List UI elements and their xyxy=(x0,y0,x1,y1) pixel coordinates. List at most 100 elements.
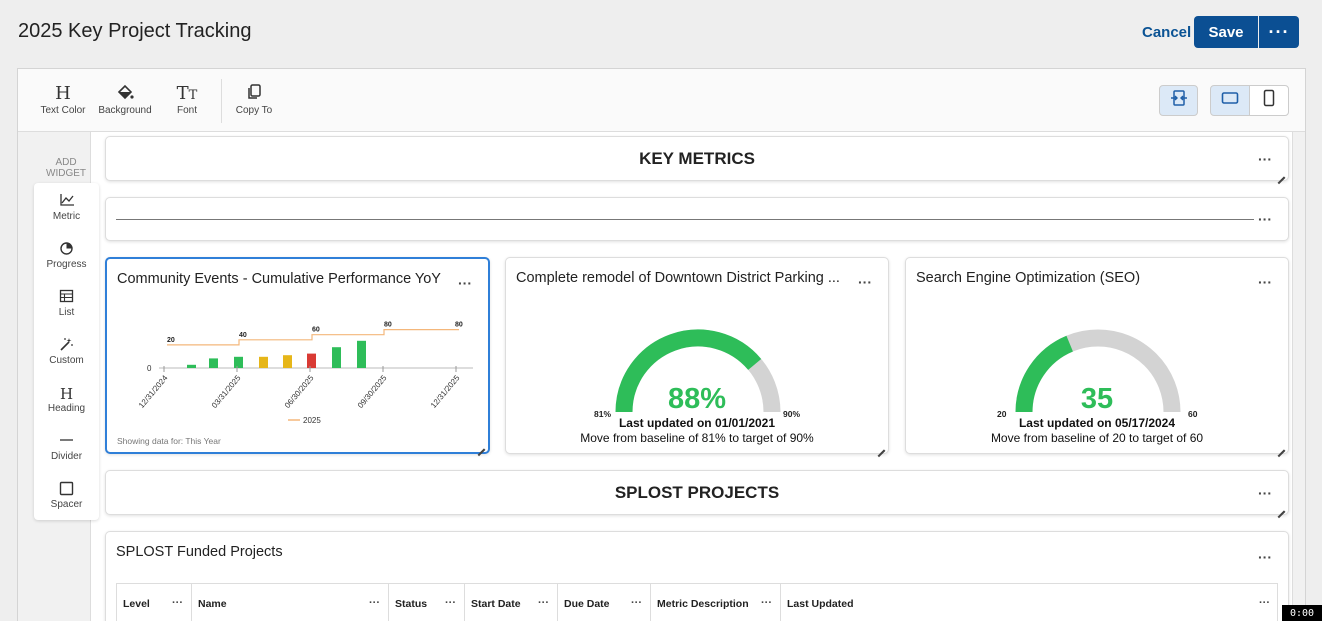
target-step-label: 80 xyxy=(455,322,463,329)
column-header-label: Start Date xyxy=(471,598,521,610)
chart-bar xyxy=(187,364,196,368)
chart-bar xyxy=(307,353,316,368)
sidebar-item-progress[interactable]: Progress xyxy=(34,241,99,270)
column-header-last-updated[interactable]: Last Updated ··· xyxy=(781,584,1278,621)
square-icon xyxy=(34,481,99,499)
resize-handle-icon[interactable] xyxy=(1276,168,1285,177)
gauge-last-updated: Last updated on 05/17/2024 xyxy=(1018,416,1176,430)
chart-bar xyxy=(332,347,341,368)
projects-table: Level ··· Name ··· Status ··· Start Date ···… xyxy=(116,583,1278,621)
table-icon xyxy=(34,289,99,307)
sidebar-item-divider[interactable]: Divider xyxy=(34,433,99,462)
column-header-status[interactable]: Status ··· xyxy=(389,584,465,621)
widget-title: Search Engine Optimization (SEO) xyxy=(916,270,1141,286)
seo-widget[interactable]: Search Engine Optimization (SEO) ··· 20 … xyxy=(905,257,1289,454)
gauge-baseline-label: 81% xyxy=(594,409,612,419)
gauge-target-label: 90% xyxy=(783,409,801,419)
sidebar-item-custom[interactable]: Custom xyxy=(34,337,99,366)
widget-menu-icon[interactable]: ··· xyxy=(858,274,872,290)
key-metrics-heading-widget[interactable]: KEY METRICS ··· xyxy=(105,136,1289,181)
column-menu-icon[interactable]: ··· xyxy=(631,597,642,609)
column-menu-icon[interactable]: ··· xyxy=(1259,597,1270,609)
auto-fit-button[interactable] xyxy=(1159,85,1198,116)
column-header-due-date[interactable]: Due Date ··· xyxy=(558,584,651,621)
text-color-icon: H xyxy=(55,83,71,104)
gauge-target-label: 60 xyxy=(1188,409,1198,419)
save-button[interactable]: Save xyxy=(1194,16,1258,48)
sidebar-item-label: Divider xyxy=(50,451,83,462)
copy-to-button[interactable]: Copy To xyxy=(232,83,276,116)
font-button[interactable]: TT Font xyxy=(170,83,204,116)
gauge-value: 35 xyxy=(1080,383,1114,415)
resize-handle-icon[interactable] xyxy=(1276,502,1285,511)
font-label: Font xyxy=(176,105,197,116)
copy-icon xyxy=(232,83,276,105)
splost-table-widget[interactable]: SPLOST Funded Projects ··· Level ··· Name… xyxy=(105,531,1289,621)
text-color-button[interactable]: H Text Color xyxy=(40,83,86,116)
background-button[interactable]: Background xyxy=(97,83,153,116)
y-tick-label: 0 xyxy=(147,364,152,373)
column-header-name[interactable]: Name ··· xyxy=(192,584,389,621)
add-widget-panel: Metric Progress List Custom H Heading xyxy=(34,183,99,520)
background-label: Background xyxy=(98,105,152,116)
column-menu-icon[interactable]: ··· xyxy=(445,597,456,609)
add-widget-heading-line1: ADD xyxy=(55,157,77,168)
divider-widget[interactable]: ··· xyxy=(105,197,1289,241)
column-menu-icon[interactable]: ··· xyxy=(761,597,772,609)
page-title: 2025 Key Project Tracking xyxy=(18,20,252,42)
widget-menu-icon[interactable]: ··· xyxy=(1258,485,1272,501)
chart-bar xyxy=(283,355,292,368)
column-header-start-date[interactable]: Start Date ··· xyxy=(465,584,558,621)
sidebar-item-label: Custom xyxy=(49,355,84,366)
cancel-button[interactable]: Cancel xyxy=(1142,24,1192,41)
more-options-button[interactable]: ··· xyxy=(1259,16,1299,48)
x-tick-label: 09/30/2025 xyxy=(356,373,389,410)
column-menu-icon[interactable]: ··· xyxy=(369,597,380,609)
widget-menu-icon[interactable]: ··· xyxy=(1258,549,1272,565)
widget-menu-icon[interactable]: ··· xyxy=(1258,274,1272,290)
target-step-line xyxy=(167,329,459,346)
cumulative-bar-chart: 0 20 40 60 80 80 12/31/2024 03/31/2025 06/30/202… xyxy=(137,322,473,425)
sidebar-item-list[interactable]: List xyxy=(34,289,99,318)
x-tick-label: 12/31/2025 xyxy=(429,373,462,410)
widget-menu-icon[interactable]: ··· xyxy=(1258,151,1272,167)
add-widget-heading: ADD WIDGET xyxy=(46,157,86,179)
resize-handle-icon[interactable] xyxy=(876,441,885,450)
resize-handle-icon[interactable] xyxy=(1276,441,1285,450)
column-header-metric-description[interactable]: Metric Description ··· xyxy=(651,584,781,621)
heading-icon: H xyxy=(59,385,74,403)
divider-line xyxy=(116,219,1254,220)
progress-gauge xyxy=(1015,329,1181,413)
auto-fit-icon xyxy=(1169,89,1189,112)
column-header-level[interactable]: Level ··· xyxy=(117,584,192,621)
font-icon: TT xyxy=(176,83,198,104)
magic-wand-icon xyxy=(34,337,99,355)
column-menu-icon[interactable]: ··· xyxy=(172,597,183,609)
sidebar-item-heading[interactable]: H Heading xyxy=(34,385,99,414)
widget-title: Community Events - Cumulative Performanc… xyxy=(117,271,441,287)
paint-bucket-icon xyxy=(97,83,153,105)
sidebar-item-metric[interactable]: Metric xyxy=(34,193,99,222)
x-tick-label: 03/31/2025 xyxy=(210,373,243,410)
mobile-view-button[interactable] xyxy=(1249,85,1289,116)
parking-remodel-widget[interactable]: Complete remodel of Downtown District Pa… xyxy=(505,257,889,454)
target-step-label: 40 xyxy=(239,332,247,339)
target-step-label: 20 xyxy=(167,337,175,344)
gauge-fill xyxy=(615,329,762,413)
widget-menu-icon[interactable]: ··· xyxy=(1258,211,1272,227)
splost-heading-widget[interactable]: SPLOST PROJECTS ··· xyxy=(105,470,1289,515)
sidebar-item-label: Progress xyxy=(46,259,87,270)
column-menu-icon[interactable]: ··· xyxy=(538,597,549,609)
copy-to-label: Copy To xyxy=(235,105,273,116)
sidebar-item-spacer[interactable]: Spacer xyxy=(34,481,99,510)
community-events-widget[interactable]: Community Events - Cumulative Performanc… xyxy=(105,257,490,454)
desktop-view-button[interactable] xyxy=(1210,85,1250,116)
resize-handle-icon[interactable] xyxy=(476,440,485,449)
recording-timer: 0:00 xyxy=(1282,605,1322,621)
progress-gauge xyxy=(615,329,781,413)
widget-menu-icon[interactable]: ··· xyxy=(458,275,472,291)
format-toolbar: H Text Color Background TT Font Copy To xyxy=(18,69,1305,132)
x-tick-label: 06/30/2025 xyxy=(283,373,316,410)
column-header-label: Last Updated xyxy=(787,598,854,610)
chart-bar xyxy=(259,356,268,368)
